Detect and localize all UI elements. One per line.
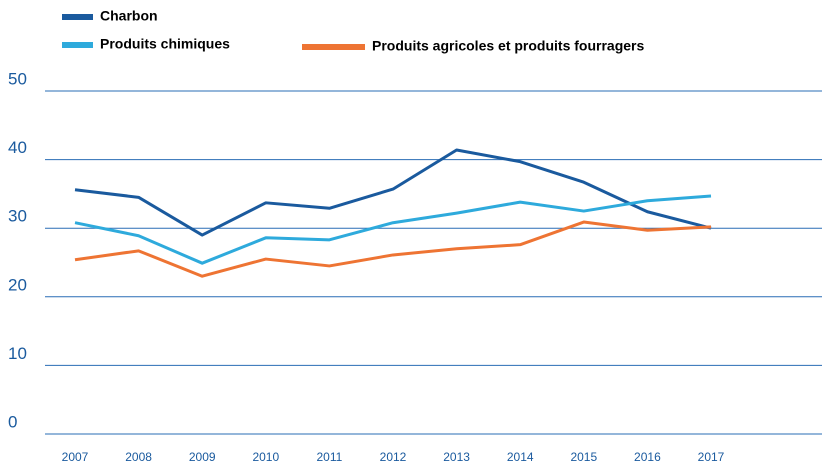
series-line bbox=[74, 148, 712, 237]
series-line bbox=[74, 220, 712, 278]
x-tick-label: 2010 bbox=[252, 450, 279, 464]
legend-label: Produits agricoles et produits fourrager… bbox=[372, 38, 644, 54]
x-tick-label: 2012 bbox=[380, 450, 407, 464]
y-tick-label: 40 bbox=[8, 138, 27, 157]
y-tick-label: 50 bbox=[8, 69, 27, 88]
x-tick-label: 2016 bbox=[634, 450, 661, 464]
legend-label: Charbon bbox=[100, 8, 158, 24]
x-tick-label: 2015 bbox=[570, 450, 597, 464]
y-tick-label: 30 bbox=[8, 207, 27, 226]
x-tick-label: 2011 bbox=[316, 450, 342, 464]
x-tick-label: 2014 bbox=[507, 450, 534, 464]
series-line bbox=[74, 194, 712, 265]
legend-label: Produits chimiques bbox=[100, 36, 230, 52]
x-tick-label: 2009 bbox=[189, 450, 216, 464]
y-tick-label: 0 bbox=[8, 412, 17, 431]
x-tick-label: 2008 bbox=[125, 450, 152, 464]
x-tick-label: 2017 bbox=[698, 450, 725, 464]
y-tick-label: 20 bbox=[8, 275, 27, 294]
x-tick-label: 2013 bbox=[443, 450, 470, 464]
y-tick-label: 10 bbox=[8, 344, 27, 363]
x-tick-label: 2007 bbox=[62, 450, 89, 464]
